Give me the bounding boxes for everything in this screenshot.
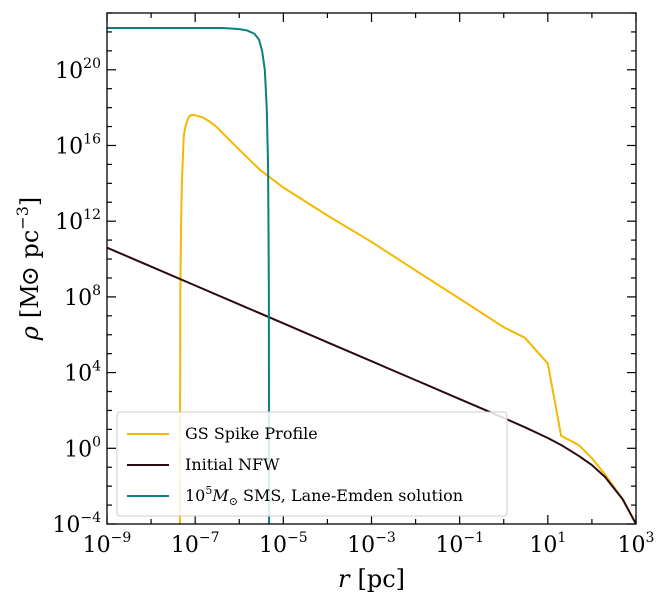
legend-entry-1: Initial NFW xyxy=(185,455,280,474)
y-tick-label: 104 xyxy=(64,359,101,387)
x-axis-label: r [pc] xyxy=(338,565,405,593)
x-tick-label: 101 xyxy=(529,530,566,558)
legend-box xyxy=(116,411,508,517)
x-tick-label: 10−9 xyxy=(83,530,132,558)
series-line-2 xyxy=(107,27,271,524)
y-axis-label: ρ[M⊙ pc−3] xyxy=(13,197,44,342)
series-line-1 xyxy=(107,246,636,524)
legend-entry-2: 105M⊙ SMS, Lane-Emden solution xyxy=(185,484,463,508)
legend-entry-0: GS Spike Profile xyxy=(185,424,318,443)
series-line-0 xyxy=(178,114,636,524)
x-tick-label: 10−3 xyxy=(347,530,396,558)
y-tick-label: 1016 xyxy=(55,131,101,159)
y-tick-label: 10−4 xyxy=(52,510,101,538)
tick-layer: 10−9 10−7 10−5 10−3 10−1 101 103 10−4 100 104 108 1… xyxy=(52,12,655,558)
y-tick-label: 1020 xyxy=(55,56,101,84)
x-tick-label: 10−1 xyxy=(435,530,484,558)
legend: GS Spike Profile Initial NFW 105M⊙ SMS, La… xyxy=(116,411,508,517)
y-tick-label: 108 xyxy=(64,283,101,311)
y-tick-label: 1012 xyxy=(55,207,101,235)
x-tick-label: 10−5 xyxy=(259,530,308,558)
y-tick-label: 100 xyxy=(64,434,101,462)
x-tick-label: 10−7 xyxy=(171,530,220,558)
x-tick-label: 103 xyxy=(618,530,655,558)
legend-items: GS Spike Profile Initial NFW 105M⊙ SMS, La… xyxy=(127,424,463,508)
series-layer xyxy=(107,27,636,524)
